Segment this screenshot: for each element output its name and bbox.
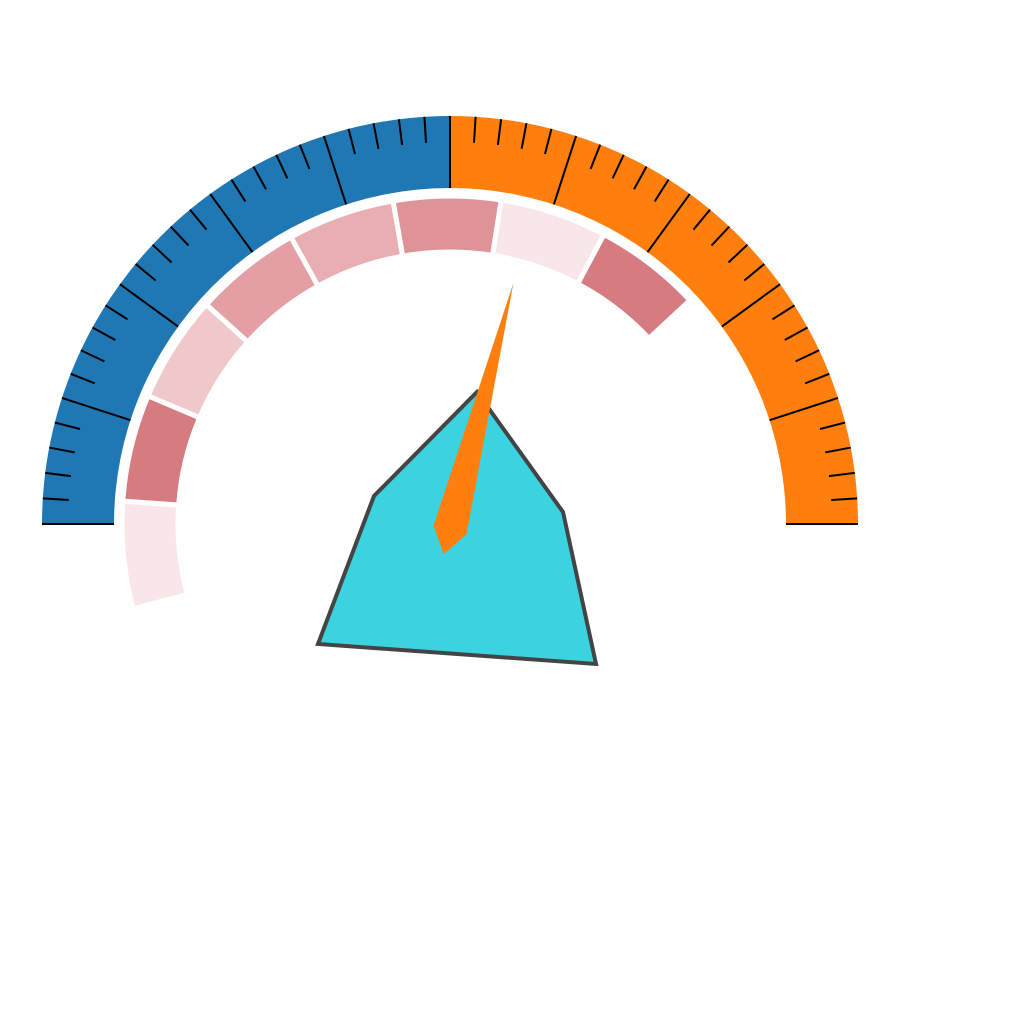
major-tick — [61, 396, 131, 422]
minor-tick — [472, 116, 477, 143]
minor-tick — [252, 165, 267, 190]
minor-tick — [189, 208, 208, 231]
minor-tick — [45, 471, 72, 478]
minor-tick — [347, 128, 356, 155]
gauge-needle-group — [433, 283, 514, 555]
minor-tick — [169, 225, 190, 247]
minor-tick — [423, 116, 428, 143]
minor-tick — [275, 154, 289, 179]
gauge-ticks — [42, 116, 858, 525]
minor-tick — [710, 225, 731, 247]
gauge-band-2 — [450, 116, 858, 524]
major-tick — [721, 283, 781, 328]
minor-tick — [80, 349, 105, 363]
minor-tick — [804, 372, 830, 385]
minor-tick — [819, 421, 846, 430]
minor-tick — [151, 243, 173, 264]
minor-tick — [42, 497, 69, 502]
minor-tick — [298, 144, 311, 170]
minor-tick — [104, 304, 129, 321]
major-tick — [769, 396, 839, 422]
minor-tick — [544, 128, 553, 155]
minor-tick — [70, 372, 96, 385]
minor-tick — [727, 243, 749, 264]
major-tick — [209, 193, 254, 253]
minor-tick — [91, 326, 116, 341]
minor-tick — [743, 263, 766, 282]
minor-tick — [49, 446, 75, 454]
minor-tick — [372, 123, 380, 149]
major-tick — [119, 283, 179, 328]
minor-tick — [771, 304, 796, 321]
gauge-bands — [42, 116, 858, 524]
minor-tick — [653, 178, 670, 203]
minor-tick — [795, 349, 820, 363]
minor-tick — [230, 178, 247, 203]
major-tick — [322, 135, 348, 205]
major-tick — [646, 193, 691, 253]
inner-ring-segment-6 — [390, 193, 505, 260]
minor-tick — [692, 208, 711, 231]
minor-tick — [611, 154, 625, 179]
inner-ring-segment-8 — [574, 231, 694, 343]
gauge-needle — [433, 283, 514, 555]
minor-tick — [589, 144, 602, 170]
gauge-inner-ring — [119, 193, 694, 612]
minor-tick — [520, 123, 528, 149]
minor-tick — [397, 119, 404, 146]
minor-tick — [54, 421, 81, 430]
minor-tick — [828, 471, 855, 478]
minor-tick — [633, 165, 648, 190]
minor-tick — [496, 119, 503, 146]
inner-ring-segment-1 — [119, 498, 191, 612]
minor-tick — [134, 263, 157, 282]
minor-tick — [784, 326, 809, 341]
minor-tick — [831, 497, 858, 502]
major-tick — [552, 135, 578, 205]
gauge-band-1 — [42, 116, 450, 524]
minor-tick — [825, 446, 851, 454]
